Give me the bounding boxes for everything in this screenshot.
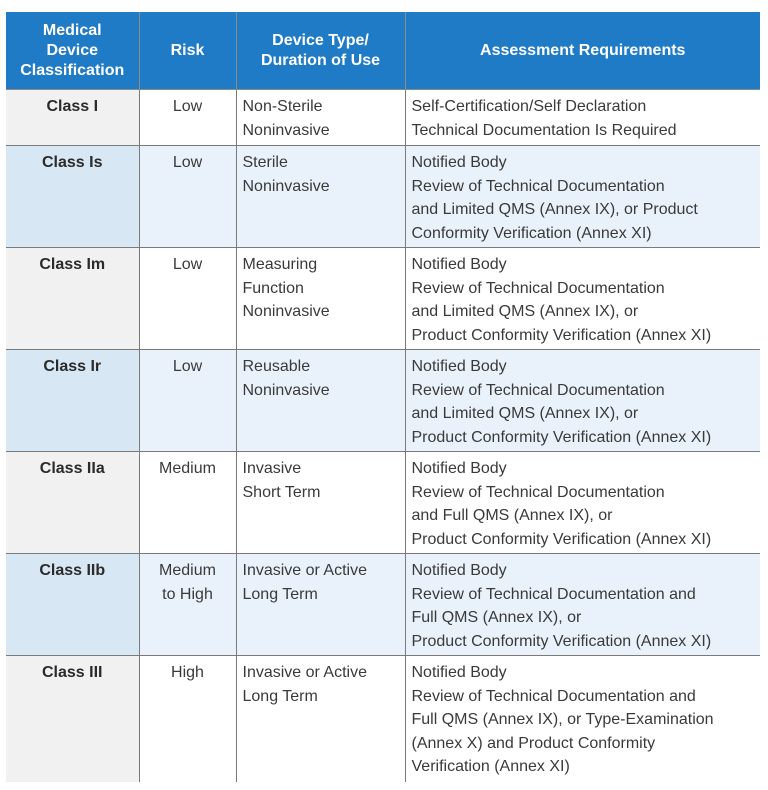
cell-device-type-line: Invasive [242, 460, 302, 477]
cell-risk: Medium [138, 451, 237, 554]
cell-assessment-line: Notified Body [411, 256, 507, 273]
cell-device-type: Non-Sterile Noninvasive [235, 89, 406, 146]
cell-assessment-line: Notified Body [411, 664, 507, 681]
cell-assessment-line: Review of Technical Documentation [411, 483, 665, 501]
header-classification-line: Device [46, 41, 99, 59]
header-classification: Medical Device Classification [6, 12, 140, 90]
header-row: Medical Device Classification Risk Devic… [6, 12, 760, 90]
cell-device-type: Reusable Noninvasive [235, 349, 406, 452]
cell-assessment-line: and Limited QMS (Annex IX), or Product [411, 201, 698, 218]
cell-risk: High [138, 655, 237, 782]
cell-assessment: Self-Certification/Self Declaration Techn… [404, 89, 760, 146]
cell-risk-line: Medium [159, 562, 216, 579]
cell-classification: Class Im [6, 247, 140, 350]
cell-device-type-line: Short Term [242, 483, 321, 501]
cell-assessment-line: and Limited QMS (Annex IX), or [411, 405, 639, 422]
cell-assessment: Notified Body Review of Technical Documen… [404, 349, 760, 452]
cell-risk-line: Medium [159, 460, 216, 477]
cell-device-type-line: Noninvasive [242, 303, 330, 320]
cell-assessment-line: Technical Documentation Is Required [411, 121, 677, 139]
cell-risk: Low [138, 349, 237, 452]
cell-assessment-line: Review of Technical Documentation [411, 279, 665, 297]
table-row: Class Is Low Sterile Noninvasive Notified Bo… [6, 145, 760, 248]
classification-table-wrapper: Medical Device Classification Risk Devic… [6, 12, 760, 782]
table-row: Class III High Invasive or Active Long Term… [6, 655, 760, 782]
table-row: Class Ir Low Reusable Noninvasive Notified B… [6, 349, 760, 452]
cell-risk: Low [138, 145, 237, 248]
cell-risk-line: Low [172, 358, 203, 375]
cell-device-type-line: Long Term [242, 687, 318, 705]
cell-risk-line: to High [162, 585, 213, 603]
classification-table: Medical Device Classification Risk Devic… [6, 12, 760, 782]
cell-device-type-line: Non-Sterile [242, 98, 323, 115]
cell-assessment: Notified Body Review of Technical Documen… [404, 451, 760, 554]
cell-classification: Class IIa [6, 451, 140, 554]
cell-assessment-line: Full QMS (Annex IX), or [411, 609, 582, 626]
cell-assessment-line: Product Conformity Verification (Annex X… [411, 326, 712, 344]
cell-assessment: Notified Body Review of Technical Documen… [404, 655, 760, 782]
table-body: Class I Low Non-Sterile Noninvasive Self-Cer… [6, 89, 760, 782]
table-row: Class Im Low Measuring Function Noninvasive N… [6, 247, 760, 350]
cell-assessment-line: Notified Body [411, 562, 507, 579]
cell-assessment-line: Full QMS (Annex IX), or Type-Examination [411, 711, 714, 728]
cell-device-type-line: Invasive or Active [242, 562, 368, 579]
cell-assessment-line: Verification (Annex XI) [411, 758, 570, 775]
header-device-type: Device Type/ Duration of Use [235, 12, 406, 90]
cell-assessment-line: Review of Technical Documentation and [411, 585, 696, 603]
cell-device-type-line: Noninvasive [242, 177, 330, 195]
cell-device-type-line: Reusable [242, 358, 311, 375]
cell-device-type-line: Invasive or Active [242, 664, 368, 681]
cell-assessment-line: Conformity Verification (Annex XI) [411, 224, 652, 242]
cell-risk: Low [138, 89, 237, 146]
cell-device-type-line: Noninvasive [242, 381, 330, 399]
cell-assessment-line: Review of Technical Documentation [411, 177, 665, 195]
cell-device-type-line: Measuring [242, 256, 318, 273]
cell-assessment-line: Review of Technical Documentation [411, 381, 665, 399]
cell-assessment-line: and Limited QMS (Annex IX), or [411, 303, 639, 320]
table-header: Medical Device Classification Risk Devic… [6, 12, 760, 90]
cell-device-type: Invasive or Active Long Term [235, 553, 406, 656]
header-device-type-line: Device Type/ [272, 31, 369, 49]
header-device-type-line: Duration of Use [260, 51, 381, 69]
cell-device-type-line: Long Term [242, 585, 318, 603]
cell-risk-line: High [171, 664, 204, 681]
header-classification-line: Medical [42, 21, 102, 39]
cell-device-type: Sterile Noninvasive [235, 145, 406, 248]
cell-assessment: Notified Body Review of Technical Documen… [404, 145, 760, 248]
cell-device-type-line: Noninvasive [242, 121, 330, 139]
cell-assessment-line: Notified Body [411, 358, 507, 375]
header-classification-line: Classification [20, 61, 125, 79]
cell-classification: Class IIb [6, 553, 140, 656]
cell-risk: Low [138, 247, 237, 350]
cell-assessment: Notified Body Review of Technical Documen… [404, 247, 760, 350]
cell-risk-line: Low [172, 98, 203, 115]
cell-risk: Medium to High [138, 553, 237, 656]
cell-risk-line: Low [172, 154, 203, 171]
cell-assessment-line: Self-Certification/Self Declaration [411, 98, 647, 115]
cell-assessment-line: Notified Body [411, 460, 507, 477]
cell-assessment-line: Notified Body [411, 154, 507, 171]
cell-risk-line: Low [172, 256, 203, 273]
cell-classification: Class I [6, 89, 140, 146]
table-row: Class I Low Non-Sterile Noninvasive Self-Cer… [6, 89, 760, 146]
cell-device-type-line: Function [242, 279, 304, 297]
cell-assessment-line: and Full QMS (Annex IX), or [411, 507, 613, 524]
table-row: Class IIb Medium to High Invasive or Active… [6, 553, 760, 656]
cell-assessment-line: Product Conformity Verification (Annex X… [411, 632, 712, 650]
header-assessment: Assessment Requirements [404, 12, 760, 90]
cell-classification: Class Ir [6, 349, 140, 452]
cell-device-type: Measuring Function Noninvasive [235, 247, 406, 350]
table-row: Class IIa Medium Invasive Short Term Notifie… [6, 451, 760, 554]
cell-assessment-line: Review of Technical Documentation and [411, 687, 696, 705]
cell-assessment-line: Product Conformity Verification (Annex X… [411, 530, 712, 548]
header-risk: Risk [138, 12, 237, 90]
cell-device-type: Invasive or Active Long Term [235, 655, 406, 782]
cell-assessment-line: Product Conformity Verification (Annex X… [411, 428, 712, 446]
cell-classification: Class III [6, 655, 140, 782]
cell-device-type: Invasive Short Term [235, 451, 406, 554]
cell-assessment: Notified Body Review of Technical Documen… [404, 553, 760, 656]
cell-assessment-line: (Annex X) and Product Conformity [411, 734, 656, 752]
cell-classification: Class Is [6, 145, 140, 248]
cell-device-type-line: Sterile [242, 154, 288, 171]
